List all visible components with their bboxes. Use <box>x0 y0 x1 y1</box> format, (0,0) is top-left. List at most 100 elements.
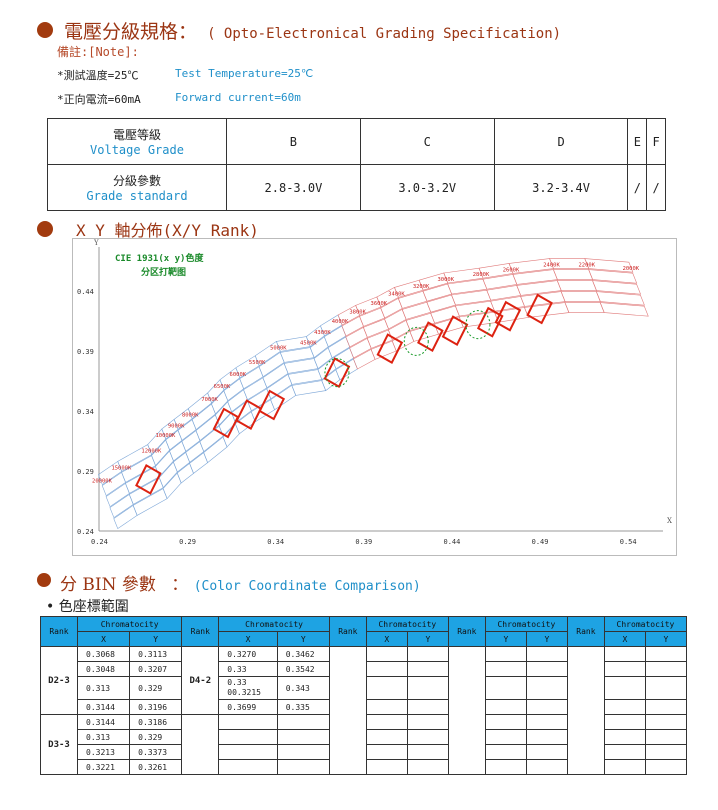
y-value: 0.3261 <box>129 759 183 775</box>
y-tick-label: 0.24 <box>77 528 94 536</box>
cie-chart-svg: X Y 0.24 0.29 0.34 0.39 0.44 0.49 0.54 0.44 0.39 0.… <box>77 239 672 546</box>
cct-label: 2600K <box>503 267 520 273</box>
section-bullet <box>37 573 51 587</box>
highlight-bin <box>494 300 522 332</box>
x-header: X <box>76 631 131 647</box>
grid-cell <box>113 504 138 530</box>
highlight-bin <box>441 315 469 346</box>
grade-cell: B <box>226 118 361 165</box>
cct-label: 3800K <box>349 309 366 315</box>
section-bullet <box>37 22 53 38</box>
x-tick-label: 0.39 <box>355 538 372 546</box>
empty-rank-cell <box>447 646 486 775</box>
cct-label: 4000K <box>332 319 349 325</box>
grid-cell <box>287 369 323 385</box>
section3-subtitle: • 色座標範圍 <box>46 596 129 616</box>
table-row: 分級參數 Grade standard 2.8-3.0V 3.0-3.2V 3.… <box>47 164 666 211</box>
target-ring <box>403 326 429 356</box>
rank-header: Rank <box>40 616 78 647</box>
table-row: 電壓等級 Voltage Grade B C D E F <box>47 118 666 165</box>
highlight-bin <box>323 357 351 388</box>
highlight-bin <box>476 306 504 338</box>
grid-cell <box>564 302 605 313</box>
y-header: Y <box>525 631 568 647</box>
rank-cell: D4-2 <box>181 646 220 715</box>
table-row: D2-3 0.3068 0.3113 D4-2 0.3270 0.3462 <box>40 646 688 775</box>
y-tick-label: 0.39 <box>77 348 94 356</box>
rank-header: Rank <box>566 616 605 647</box>
grid-cell <box>588 269 638 284</box>
y-header: Y <box>644 631 688 647</box>
y-value: 0.3373 <box>129 744 183 760</box>
x-tick-label: 0.29 <box>179 538 196 546</box>
chroma-header: Chromatocity <box>218 616 330 632</box>
y-value: 0.343 <box>276 676 330 700</box>
x-value: 0.33 00.3215 <box>218 676 278 700</box>
section1-title-cn: 電壓分級規格： <box>64 21 198 43</box>
cct-label: 9000K <box>168 423 185 429</box>
voltage-grade-label-cn: 電壓等級 <box>112 128 161 142</box>
y-value: 0.3186 <box>129 714 183 730</box>
cct-label: 2200K <box>579 263 596 269</box>
chart-subtitle: 分区打靶图 <box>141 266 186 278</box>
y-value: 0.3196 <box>129 699 183 715</box>
grid-cell <box>599 302 649 317</box>
grid-cell <box>512 269 558 285</box>
y-value: 0.3542 <box>276 661 330 677</box>
y-header: Y <box>129 631 183 647</box>
grid-cell <box>176 462 194 484</box>
y-value: 0.3462 <box>276 646 330 662</box>
grid-cell <box>105 482 130 508</box>
section3-colon: ： <box>171 575 189 595</box>
grid-cell <box>203 436 228 464</box>
grid-cell <box>560 291 601 302</box>
subtitle-text: 色座標範圍 <box>58 599 129 615</box>
section3-title-en: (Color Coordinate Comparison) <box>193 579 421 594</box>
y-header: Y <box>276 631 330 647</box>
cct-label: 3400K <box>388 291 405 297</box>
grade-cell: F <box>646 118 666 165</box>
x-value: 0.3048 <box>76 661 131 677</box>
grid-cell <box>109 493 134 519</box>
rank-cell: D3-3 <box>40 714 78 775</box>
chroma-header: Chromatocity <box>365 616 449 632</box>
grade-standard-label-en: Grade standard <box>86 189 188 203</box>
target-ring <box>465 310 491 340</box>
section3-title: 分 BIN 參數 ： (Color Coordinate Comparison) <box>60 570 421 595</box>
cct-label: 7000K <box>201 397 218 403</box>
highlight-bin <box>526 293 553 325</box>
cct-label: 3000K <box>438 277 455 283</box>
table-row: Rank Chromatocity Rank Chromatocity Rank… <box>40 616 688 647</box>
section-bullet <box>37 221 53 237</box>
grid-cell <box>426 294 456 313</box>
y-axis-label: Y <box>93 239 99 247</box>
cct-label: 3200K <box>413 284 430 290</box>
cct-label: 6000K <box>230 372 247 378</box>
highlight-bin <box>135 464 162 495</box>
y-value: 0.329 <box>129 729 183 745</box>
cct-label: 10000K <box>156 433 177 439</box>
grid-cell <box>291 380 327 396</box>
y-tick-label: 0.44 <box>77 288 94 296</box>
cct-label: 2400K <box>543 263 560 269</box>
cct-label: 3600K <box>371 301 388 307</box>
bin-table: Rank Chromatocity Rank Chromatocity Rank… <box>40 616 688 775</box>
forward-current-en: Forward current=60m <box>175 91 301 104</box>
x-tick-label: 0.44 <box>444 538 461 546</box>
y-value: 0.329 <box>129 676 183 700</box>
cct-label: 12000K <box>141 449 162 455</box>
empty-rank-cell <box>328 646 367 775</box>
cct-label: 2800K <box>473 272 490 278</box>
y-header: Y <box>406 631 449 647</box>
test-temperature-cn: *測試溫度=25℃ <box>57 69 139 82</box>
x-value: 0.3144 <box>76 714 131 730</box>
grade-standard-label: 分級參數 Grade standard <box>47 164 227 211</box>
target-ring <box>324 358 350 388</box>
grid-cell <box>195 414 220 442</box>
cct-label: 5000K <box>270 345 287 351</box>
chart-title: CIE 1931(x y)色度 <box>115 252 204 264</box>
x-value: 0.3144 <box>76 699 131 715</box>
rank-header: Rank <box>328 616 367 647</box>
highlight-bin <box>258 389 286 421</box>
y-value: 0.335 <box>276 699 330 715</box>
